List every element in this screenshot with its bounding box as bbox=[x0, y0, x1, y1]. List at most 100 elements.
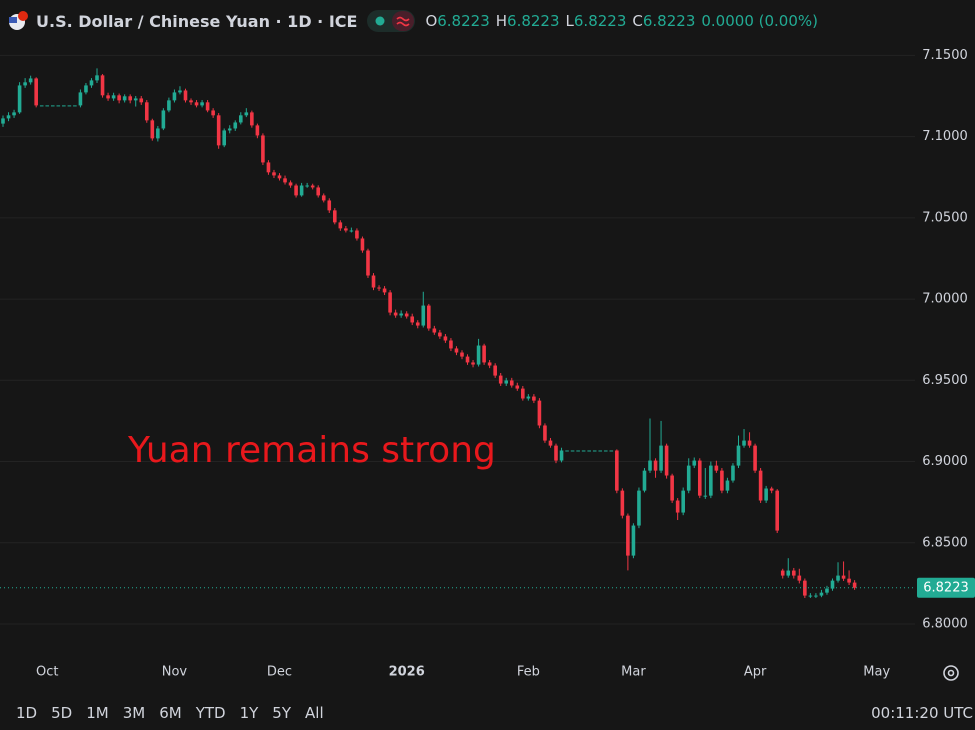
candle-body bbox=[404, 313, 409, 317]
y-tick-label: 6.8500 bbox=[922, 535, 968, 550]
candle-body bbox=[675, 500, 680, 513]
quote-label: H bbox=[495, 12, 508, 30]
y-tick-label: 7.0500 bbox=[922, 210, 968, 225]
candle-body bbox=[349, 230, 354, 232]
candle-body bbox=[371, 275, 376, 288]
range-button[interactable]: 5Y bbox=[272, 704, 292, 722]
candle-body bbox=[808, 595, 813, 597]
candle-body bbox=[581, 450, 586, 452]
candle-body bbox=[852, 582, 857, 588]
x-tick-label: Mar bbox=[621, 665, 646, 680]
range-buttons: 1D 5D 1M 3M 6M YTD 1Y 5Y All bbox=[16, 704, 324, 722]
candle-body bbox=[305, 185, 309, 187]
candle-body bbox=[338, 222, 343, 229]
candle-body bbox=[167, 100, 171, 111]
grid bbox=[0, 54, 915, 625]
candle-body bbox=[587, 450, 591, 452]
candle-body bbox=[841, 575, 846, 579]
settings-icon[interactable] bbox=[943, 665, 959, 681]
y-tick-label: 6.9000 bbox=[922, 454, 968, 469]
candle-body bbox=[100, 75, 105, 96]
candle-body bbox=[200, 102, 204, 106]
quote-value: 6.8223 bbox=[437, 12, 490, 30]
candle-body bbox=[161, 110, 166, 129]
candle-body bbox=[603, 450, 608, 452]
status-pill[interactable] bbox=[367, 10, 416, 32]
candle-body bbox=[355, 230, 359, 239]
candle-body bbox=[432, 328, 437, 333]
candle-body bbox=[526, 396, 531, 399]
quote-label: L bbox=[565, 12, 574, 30]
y-tick-label: 7.1000 bbox=[922, 129, 968, 144]
chart: 6.8000 6.8500 6.9000 6.9500 7.0000 7.0500 7.10… bbox=[0, 47, 975, 681]
candle-body bbox=[283, 178, 287, 183]
candle-body bbox=[183, 90, 188, 101]
candle-body bbox=[150, 120, 155, 139]
candle-body bbox=[95, 75, 99, 81]
candle-body bbox=[415, 322, 420, 326]
candle-body bbox=[532, 396, 536, 401]
candle-body bbox=[156, 128, 160, 139]
candle-body bbox=[537, 400, 542, 426]
candle-body bbox=[78, 92, 83, 106]
candle-body bbox=[261, 135, 265, 163]
last-price-box bbox=[917, 577, 975, 598]
range-button[interactable]: All bbox=[305, 704, 324, 722]
candle-body bbox=[692, 460, 697, 466]
flag-canton bbox=[9, 17, 17, 23]
y-tick-label: 6.9500 bbox=[922, 373, 968, 388]
candle-body bbox=[117, 95, 121, 101]
candle-body bbox=[39, 105, 44, 107]
candle-body bbox=[6, 115, 11, 119]
candle-body bbox=[559, 450, 564, 461]
candle-body bbox=[637, 490, 641, 526]
candle-body bbox=[543, 425, 547, 441]
candle-body bbox=[565, 450, 569, 452]
quote-value: 6.8223 bbox=[642, 12, 696, 30]
candle-body bbox=[620, 490, 625, 516]
quote-label: C bbox=[632, 12, 643, 30]
settings-hub bbox=[947, 669, 955, 677]
candle-body bbox=[233, 122, 238, 129]
candle-body bbox=[797, 575, 802, 581]
candle-body bbox=[819, 592, 824, 596]
candle-body bbox=[664, 445, 669, 476]
candle-body bbox=[769, 488, 774, 491]
candle-body bbox=[598, 450, 603, 452]
candle-body bbox=[454, 348, 459, 353]
candle-body bbox=[775, 490, 779, 531]
range-button[interactable]: 6M bbox=[159, 704, 182, 722]
x-tick-label: Oct bbox=[36, 665, 58, 680]
clock: 00:11:20 UTC bbox=[871, 704, 973, 722]
candle-body bbox=[205, 102, 210, 111]
quote-label: O bbox=[425, 12, 438, 30]
candle-body bbox=[122, 96, 127, 101]
candle-body bbox=[211, 110, 215, 116]
candle-body bbox=[780, 570, 785, 576]
candle-body bbox=[84, 85, 88, 93]
x-tick-label: Feb bbox=[517, 665, 540, 680]
range-button[interactable]: 1Y bbox=[239, 704, 259, 722]
range-button[interactable]: 3M bbox=[122, 704, 146, 722]
candle-body bbox=[344, 228, 348, 231]
delay-badge bbox=[392, 11, 415, 31]
candle-body bbox=[310, 185, 315, 188]
candle-body bbox=[736, 445, 741, 466]
candle-body bbox=[460, 352, 464, 357]
y-tick-label: 7.0000 bbox=[922, 292, 968, 307]
range-button[interactable]: YTD bbox=[195, 704, 226, 722]
range-button[interactable]: 5D bbox=[51, 704, 73, 722]
candle-body bbox=[482, 345, 486, 363]
market-open-dot bbox=[375, 16, 385, 26]
candle-body bbox=[50, 105, 55, 107]
candle-body bbox=[703, 495, 708, 497]
candle-body bbox=[487, 362, 492, 366]
candle-body bbox=[830, 580, 835, 589]
last-price-label: 6.8223 bbox=[923, 580, 969, 595]
candle-body bbox=[836, 575, 840, 581]
axes: 6.8000 6.8500 6.9000 6.9500 7.0000 7.0500 7.10… bbox=[0, 48, 975, 680]
settings-ring bbox=[943, 665, 959, 681]
range-button[interactable]: 1M bbox=[86, 704, 109, 722]
range-button[interactable]: 1D bbox=[16, 704, 38, 722]
bottom-toolbar: 1D 5D 1M 3M 6M YTD 1Y 5Y All 00:11:20 UTC bbox=[0, 704, 975, 730]
